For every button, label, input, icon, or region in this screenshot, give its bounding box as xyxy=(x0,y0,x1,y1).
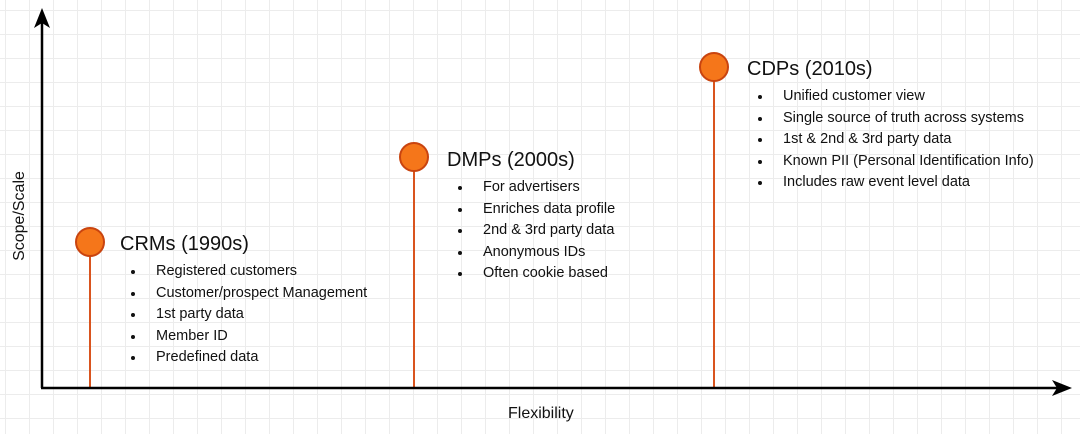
milestone-bullets-dmps: For advertisers Enriches data profile 2n… xyxy=(456,177,615,285)
bullet-item: Includes raw event level data xyxy=(756,172,1034,194)
y-axis-label: Scope/Scale xyxy=(11,171,28,261)
milestone-stems xyxy=(89,67,715,388)
bullet-item: Unified customer view xyxy=(756,86,1034,108)
bullet-item: Often cookie based xyxy=(456,263,615,285)
bullet-item: Member ID xyxy=(129,326,367,348)
milestone-bullets-cdps: Unified customer view Single source of t… xyxy=(756,86,1034,194)
milestone-title-dmps: DMPs (2000s) xyxy=(447,149,575,171)
x-axis-arrowhead xyxy=(1052,380,1072,396)
bullet-item: Predefined data xyxy=(129,347,367,369)
y-axis-arrowhead xyxy=(34,8,50,28)
milestone-dot-cdps xyxy=(699,52,729,82)
bullet-item: Customer/prospect Management xyxy=(129,283,367,305)
milestone-dot-dmps xyxy=(399,142,429,172)
bullet-item: Single source of truth across systems xyxy=(756,108,1034,130)
bullet-item: 2nd & 3rd party data xyxy=(456,220,615,242)
milestone-bullets-crms: Registered customers Customer/prospect M… xyxy=(129,261,367,369)
bullet-item: For advertisers xyxy=(456,177,615,199)
bullet-item: Known PII (Personal Identification Info) xyxy=(756,151,1034,173)
bullet-item: Enriches data profile xyxy=(456,199,615,221)
milestone-dots xyxy=(75,52,729,257)
bullet-item: 1st party data xyxy=(129,304,367,326)
milestone-title-cdps: CDPs (2010s) xyxy=(747,58,873,80)
milestone-dot-crms xyxy=(75,227,105,257)
bullet-item: Anonymous IDs xyxy=(456,242,615,264)
bullet-item: 1st & 2nd & 3rd party data xyxy=(756,129,1034,151)
x-axis-label: Flexibility xyxy=(508,405,574,422)
milestone-title-crms: CRMs (1990s) xyxy=(120,233,249,255)
bullet-item: Registered customers xyxy=(129,261,367,283)
